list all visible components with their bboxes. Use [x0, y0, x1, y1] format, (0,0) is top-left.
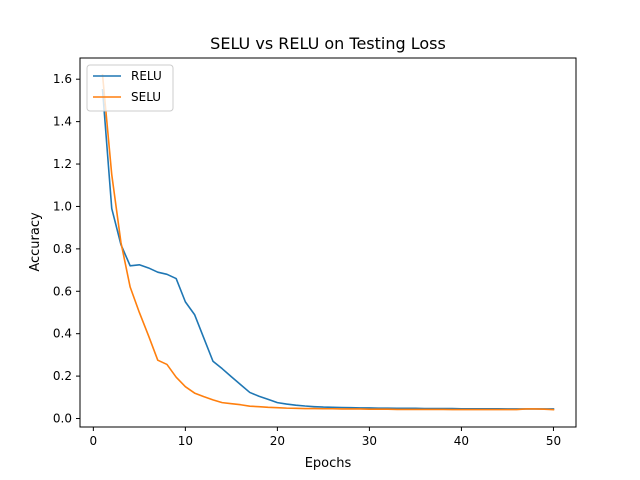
y-axis-label: Accuracy: [28, 212, 43, 272]
y-tick-label: 1.6: [53, 72, 72, 86]
x-tick-label: 30: [362, 434, 377, 448]
series-line-relu: [101, 88, 555, 410]
y-tick-label: 1.0: [53, 199, 72, 213]
y-tick-label: 0.0: [53, 412, 72, 426]
y-tick-label: 1.2: [53, 157, 72, 171]
legend-label-selu: SELU: [131, 90, 161, 104]
x-axis-label: Epochs: [305, 456, 352, 471]
x-tick-label: 40: [454, 434, 469, 448]
y-tick-label: 0.4: [53, 327, 72, 341]
y-tick-label: 0.6: [53, 284, 72, 298]
x-tick-label: 0: [90, 434, 98, 448]
legend: RELU SELU: [86, 64, 174, 112]
y-tick-label: 1.4: [53, 115, 72, 129]
legend-label-relu: RELU: [131, 69, 162, 83]
plot-area: 0 10 20 30 40 50 0.0 0.2 0.4 0.6 0.8 1.0 1.2 1.4 1.6: [53, 57, 577, 448]
axes-frame: [79, 57, 577, 428]
x-tick-label: 10: [178, 434, 193, 448]
chart-title: SELU vs RELU on Testing Loss: [210, 34, 446, 53]
x-tick-label: 20: [270, 434, 285, 448]
y-tick-label: 0.8: [53, 242, 72, 256]
x-tick-label: 50: [546, 434, 561, 448]
series-line-selu: [101, 74, 555, 411]
y-tick-label: 0.2: [53, 369, 72, 383]
